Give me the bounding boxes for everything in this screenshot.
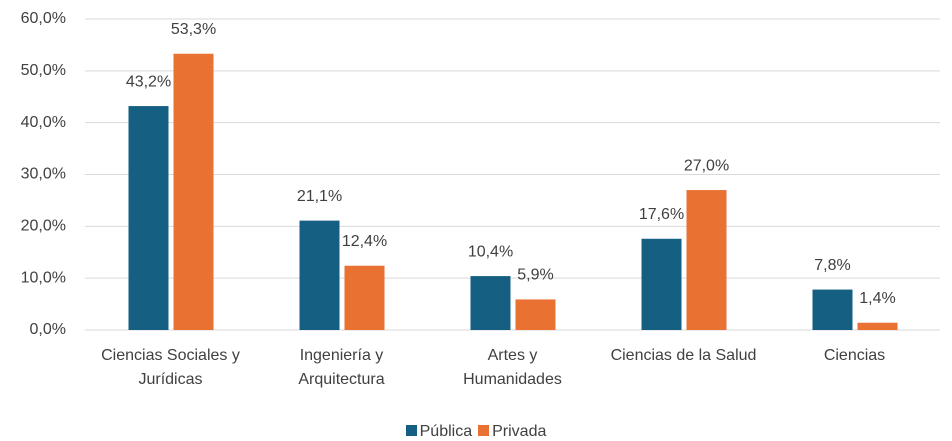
data-label: 12,4% bbox=[342, 233, 387, 250]
data-label: 5,9% bbox=[517, 267, 553, 284]
bar bbox=[641, 238, 682, 330]
bar bbox=[812, 289, 853, 330]
y-tick-label: 60,0% bbox=[21, 10, 66, 27]
data-label: 7,8% bbox=[814, 257, 850, 274]
data-label: 1,4% bbox=[859, 290, 895, 307]
data-label: 27,0% bbox=[684, 157, 729, 174]
data-label: 21,1% bbox=[297, 188, 342, 205]
data-label: 43,2% bbox=[126, 73, 171, 90]
bar bbox=[128, 106, 169, 330]
bar bbox=[344, 265, 385, 330]
y-tick-label: 0,0% bbox=[30, 321, 66, 338]
x-tick-label: Ciencias Sociales y Jurídicas bbox=[101, 347, 240, 388]
legend-item: Privada bbox=[478, 422, 546, 441]
legend-swatch bbox=[478, 425, 490, 436]
bar bbox=[515, 299, 556, 330]
y-tick-label: 10,0% bbox=[21, 269, 66, 286]
bar bbox=[470, 276, 511, 330]
x-tick-label: Ingeniería y Arquitectura bbox=[298, 347, 385, 388]
bar bbox=[857, 322, 898, 330]
data-label: 17,6% bbox=[639, 206, 684, 223]
x-tick-label: Ciencias bbox=[823, 347, 886, 364]
y-tick-label: 30,0% bbox=[21, 166, 66, 183]
bar bbox=[686, 190, 727, 330]
y-tick-label: 20,0% bbox=[21, 218, 66, 235]
data-label: 53,3% bbox=[171, 21, 216, 38]
legend-label: Privada bbox=[492, 423, 547, 440]
data-label: 10,4% bbox=[468, 243, 513, 260]
x-tick-label: Artes y Humanidades bbox=[463, 347, 562, 388]
legend-item: Pública bbox=[405, 422, 473, 441]
legend: Pública Privada bbox=[0, 422, 952, 441]
legend-label: Pública bbox=[419, 423, 473, 440]
bar bbox=[173, 53, 214, 330]
bar bbox=[299, 220, 340, 330]
x-tick-label: Ciencias de la Salud bbox=[610, 347, 757, 364]
y-tick-label: 50,0% bbox=[21, 62, 66, 79]
legend-swatch bbox=[405, 425, 417, 436]
y-tick-label: 40,0% bbox=[21, 114, 66, 131]
